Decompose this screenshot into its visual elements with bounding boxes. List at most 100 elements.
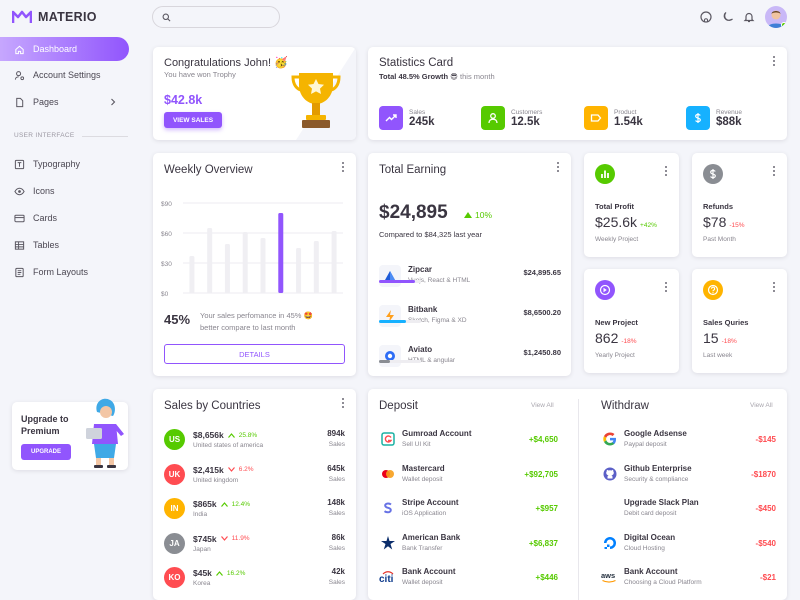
chart-bar[interactable] [207,228,213,293]
withdraw-amount: -$450 [755,504,776,513]
sidebar-item-cards[interactable]: Cards [0,206,129,230]
sidebar-item-dashboard[interactable]: Dashboard [0,37,129,61]
chart-bar[interactable] [224,244,230,293]
arrow-up-icon [464,212,472,218]
withdraw-title: Withdraw [601,400,649,412]
upgrade-title-2: Premium [21,426,60,436]
slack-logo-icon [601,499,619,517]
withdraw-row[interactable]: Digital Ocean Cloud Hosting -$540 [601,532,776,560]
deposit-name: Stripe Account [402,498,459,507]
chart-bar[interactable] [189,256,195,293]
withdraw-row[interactable]: Github Enterprise Security & compliance … [601,463,776,491]
deposit-row[interactable]: Mastercard Wallet deposit +$92,705 [379,463,558,491]
withdraw-row[interactable]: Upgrade Slack Plan Debit card deposit -$… [601,497,776,525]
weekly-bar-chart: $90 $60 $30 $0 [161,201,343,298]
svg-text:citi: citi [379,574,394,585]
chevron-down-icon [227,467,235,472]
mini-card-sub: Last week [703,352,733,359]
chevron-up-icon [227,432,235,438]
sidebar-item-typography[interactable]: Typography [0,152,129,176]
chart-bar[interactable] [242,232,248,293]
search-box[interactable] [152,6,280,28]
withdraw-name: Bank Account [624,567,678,576]
deposit-sub: Bank Transfer [402,544,443,552]
country-amount: $2,415k [193,464,224,475]
upgrade-button[interactable]: UPGRADE [21,444,71,460]
more-options-icon[interactable] [340,161,346,173]
earning-item: Aviato HTML & angular $1,2450.80 [379,343,561,373]
more-options-icon[interactable] [771,55,777,67]
dark-mode-icon[interactable] [722,11,734,23]
sidebar-item-label: Tables [33,240,60,250]
bell-icon[interactable] [743,11,755,23]
more-options-icon[interactable] [340,397,346,409]
more-options-icon[interactable] [663,281,669,293]
more-options-icon[interactable] [663,165,669,177]
mini-card-sub: Yearly Project [595,352,635,359]
zipcar-logo-icon [379,265,401,287]
avatar[interactable] [765,6,787,28]
deposit-row[interactable]: American Bank Bank Transfer +$6,837 [379,532,558,560]
earning-item-name: Zipcar [408,265,433,274]
chart-bar[interactable] [313,241,319,293]
earning-item-sub: Vuejs, React & HTML [408,277,471,284]
more-options-icon[interactable] [771,165,777,177]
weekly-text: Your sales perfomance in 45% 🤩 [200,311,313,320]
withdraw-name: Digital Ocean [624,532,676,542]
deposit-row[interactable]: citi Bank Account Wallet deposit +$446 [379,566,558,594]
mini-card-sub: Weekly Project [595,236,639,243]
more-options-icon[interactable] [771,281,777,293]
sidebar-divider [82,136,128,137]
country-amount: $745k [193,533,217,544]
deposit-sub: Sell UI Kit [402,441,431,448]
table-icon [14,240,25,250]
country-sales-label: Sales [328,579,345,586]
earning-progress [379,280,421,283]
chart-bar[interactable] [278,213,284,293]
chart-bar[interactable] [331,231,337,293]
more-options-icon[interactable] [555,161,561,173]
country-sales-label: Sales [328,441,345,448]
sidebar-item-pages[interactable]: Pages [0,90,129,114]
country-sales: 894k [327,429,345,438]
mini-card-label: Refunds [703,202,733,211]
details-button[interactable]: DETAILS [164,344,345,364]
user-icon [481,106,505,130]
withdraw-view-all-link[interactable]: View All [750,402,773,409]
weekly-title: Weekly Overview [164,164,253,176]
mini-card-label: Total Profit [595,202,635,211]
stat-customers: Customers 12.5k [481,106,542,130]
person-illustration-icon [86,398,124,468]
brand-logo[interactable]: MATERIO [12,10,97,24]
sidebar-item-form-layouts[interactable]: Form Layouts [0,260,129,284]
earning-item-name: Bitbank [408,305,438,314]
withdraw-sub: Debit card deposit [624,510,677,517]
sidebar-item-icons[interactable]: Icons [0,179,129,203]
credit-card-icon [14,214,25,222]
earning-amount: $24,895 [379,202,448,223]
withdraw-row[interactable]: aws Bank Account Choosing a Cloud Platfo… [601,566,776,594]
mini-card-label: Sales Quries [703,318,749,327]
earning-item-amount: $8,6500.20 [523,308,561,317]
country-name: United states of america [193,442,264,449]
chart-bar[interactable] [296,248,302,293]
earning-item-amount: $1,2450.80 [523,348,561,357]
view-sales-button[interactable]: VIEW SALES [164,112,222,128]
github-icon[interactable] [700,11,712,23]
withdraw-name: Upgrade Slack Plan [624,498,699,507]
country-row: JA $745k 11.9% Japan 86k Sales [164,531,345,559]
country-name: India [193,511,208,518]
eye-icon [14,187,25,195]
sidebar-item-account-settings[interactable]: Account Settings [0,63,129,87]
sidebar-item-tables[interactable]: Tables [0,233,129,257]
mini-card-value: 862 [595,330,619,346]
sidebar-item-label: Form Layouts [33,267,89,277]
deposit-row[interactable]: Stripe Account iOS Application +$957 [379,497,558,525]
withdraw-row[interactable]: Google Adsense Paypal deposit -$145 [601,428,776,456]
chart-bar[interactable] [260,238,266,293]
country-change: 12.4% [231,500,251,508]
deposit-view-all-link[interactable]: View All [531,402,554,409]
deposit-row[interactable]: Gumroad Account Sell UI Kit +$4,650 [379,428,558,456]
mini-card-new-project: New Project 862 -18% Yearly Project [584,269,679,373]
search-input[interactable] [176,12,276,22]
